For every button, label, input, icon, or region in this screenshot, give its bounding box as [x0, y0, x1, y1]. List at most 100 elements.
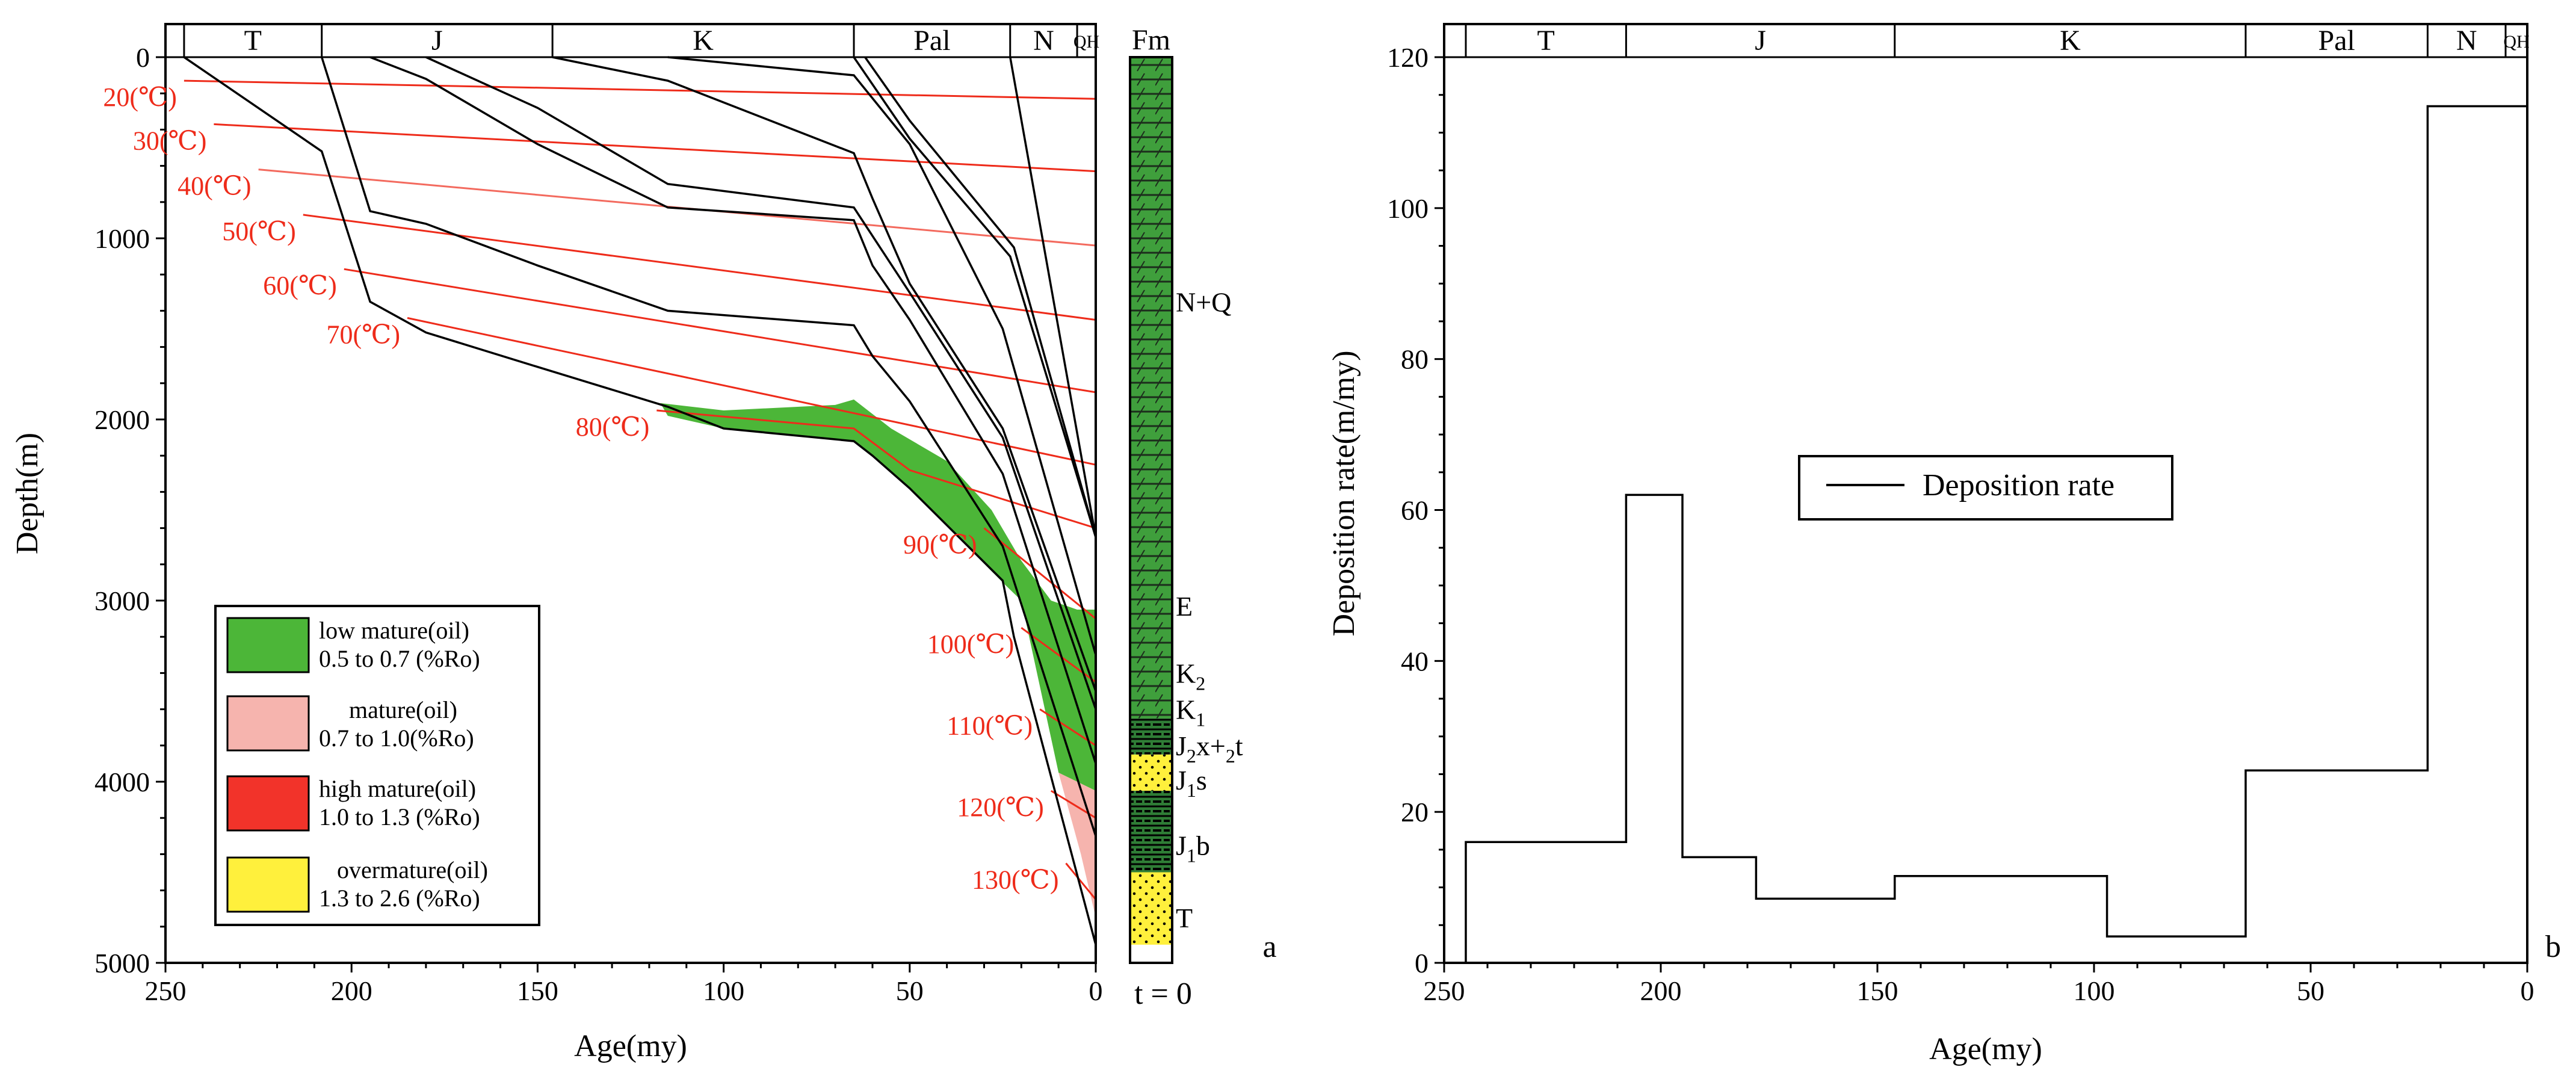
- deposition-legend: Deposition rate: [1798, 455, 2173, 521]
- period-label: QH: [1073, 32, 1099, 52]
- x-tick-label: 50: [896, 975, 924, 1006]
- lithology-segment: [1130, 57, 1172, 719]
- period-label: N: [1033, 25, 1054, 57]
- formation-label: E: [1176, 591, 1193, 622]
- burial-history-chart: T J K Pal N QH 250 200 150 100 50 0 0 1000 2000 3000 4…: [10, 23, 1277, 1063]
- legend-range: 0.7 to 1.0(%Ro): [319, 725, 474, 752]
- isotherm-label: 100(℃): [927, 629, 1015, 659]
- isotherm-label: 60(℃): [263, 271, 337, 300]
- panel-letter-b: b: [2545, 930, 2561, 964]
- x-tick-label: 200: [1640, 975, 1682, 1006]
- burial-curve: [864, 56, 1097, 538]
- isotherm-line: [184, 79, 1096, 100]
- x-tick-label: 0: [2521, 975, 2534, 1006]
- isotherm-label: 40(℃): [178, 172, 252, 201]
- isotherm-label: 50(℃): [222, 217, 296, 246]
- lithology-segment: [1130, 872, 1172, 945]
- legend-range: 1.3 to 2.6 (%Ro): [319, 885, 480, 912]
- period-label: N: [2456, 25, 2477, 57]
- legend-item-low-mature: low mature(oil) 0.5 to 0.7 (%Ro): [226, 617, 480, 673]
- x-tick-label: 250: [145, 975, 187, 1006]
- y-tick-label: 80: [1401, 344, 1429, 375]
- maturity-zone-mature: [1058, 773, 1096, 918]
- lithology-segment: [1130, 944, 1172, 963]
- x-tick-label: 250: [1424, 975, 1465, 1006]
- legend-item-overmature: overmature(oil) 1.3 to 2.6 (%Ro): [226, 856, 488, 913]
- x-tick-label: 0: [1089, 975, 1103, 1006]
- period-label: QH: [2503, 32, 2529, 52]
- isotherm-line: [344, 268, 1096, 394]
- legend-label: mature(oil): [349, 696, 457, 723]
- period-label: J: [1755, 25, 1766, 57]
- burial-curve: [321, 57, 1097, 836]
- burial-curve: [552, 56, 1097, 692]
- lithology-segment: [1130, 754, 1172, 791]
- isotherm-line: [656, 409, 1096, 530]
- y-tick-label: 3000: [94, 586, 150, 616]
- isotherm-label: 20(℃): [103, 82, 177, 112]
- isotherm-label: 70(℃): [326, 320, 400, 349]
- y-tick-label: 100: [1387, 193, 1429, 224]
- formation-column: [1130, 57, 1172, 963]
- formation-label: J1b: [1176, 830, 1210, 866]
- formation-label: N+Q: [1176, 286, 1231, 317]
- legend-label: overmature(oil): [337, 856, 488, 883]
- period-label: J: [431, 25, 443, 57]
- legend-swatch-low-mature: [226, 617, 310, 673]
- legend-range: 1.0 to 1.3 (%Ro): [319, 803, 480, 830]
- isotherm-line: [303, 214, 1096, 321]
- x-tick-label: 150: [517, 975, 558, 1006]
- formation-label: T: [1176, 903, 1193, 933]
- period-label: K: [693, 25, 714, 57]
- maturity-legend: low mature(oil) 0.5 to 0.7 (%Ro) mature(…: [214, 605, 540, 926]
- burial-curve: [425, 56, 1097, 710]
- legend-label: Deposition rate: [1923, 468, 2114, 502]
- isotherm-line: [407, 317, 1096, 466]
- lithology-segment: [1130, 791, 1172, 873]
- formation-label: K2: [1176, 658, 1205, 694]
- y-tick-label: 0: [136, 42, 150, 73]
- legend-box: [1798, 455, 2173, 521]
- legend-item-high-mature: high mature(oil) 1.0 to 1.3 (%Ro): [226, 775, 480, 832]
- legend-label: low mature(oil): [319, 617, 469, 644]
- plot-area-frame: [164, 23, 1097, 964]
- legend-swatch-high-mature: [226, 775, 310, 832]
- formation-column-frame: [1129, 56, 1173, 964]
- isotherm-line: [1039, 708, 1096, 747]
- time-zero-label: t = 0: [1134, 977, 1192, 1011]
- x-tick-label: 150: [1857, 975, 1898, 1006]
- y-tick-label: 40: [1401, 646, 1429, 676]
- lithology-segment: [1130, 718, 1172, 755]
- period-label: Pal: [913, 25, 950, 57]
- x-tick-label: 50: [2297, 975, 2324, 1006]
- isotherm-line: [1065, 862, 1097, 900]
- isotherm-label: 90(℃): [903, 530, 977, 560]
- y-axis-title: Depth(m): [10, 433, 45, 554]
- period-label: Pal: [2318, 25, 2355, 57]
- isotherm-label: 130(℃): [972, 865, 1059, 895]
- period-label: T: [1537, 25, 1555, 57]
- deposition-rate-series: [1465, 105, 2528, 963]
- burial-curve: [667, 56, 1097, 655]
- legend-range: 0.5 to 0.7 (%Ro): [319, 645, 480, 672]
- y-tick-label: 120: [1387, 42, 1429, 73]
- isotherm-label: 110(℃): [947, 711, 1033, 741]
- formation-label: K1: [1176, 694, 1205, 731]
- x-tick-label: 200: [331, 975, 372, 1006]
- y-tick-label: 20: [1401, 797, 1429, 827]
- formation-header: Fm: [1132, 24, 1170, 56]
- x-axis-title: Age(my): [1929, 1032, 2042, 1066]
- formation-label: J2x+2t: [1176, 731, 1243, 767]
- legend-swatch-mature: [226, 695, 310, 752]
- period-label: T: [244, 25, 262, 57]
- y-tick-label: 60: [1401, 495, 1429, 526]
- burial-curve: [183, 56, 1097, 945]
- isotherm-label: 120(℃): [957, 793, 1044, 822]
- burial-curve: [853, 57, 1097, 538]
- x-axis-title: Age(my): [574, 1029, 687, 1063]
- panel-letter-a: a: [1262, 930, 1276, 964]
- deposition-rate-chart: T J K Pal N QH 250 200 150 100 50 0 0 20 40 60 80 100 12…: [1327, 23, 2561, 1066]
- x-tick-label: 100: [703, 975, 744, 1006]
- y-tick-label: 2000: [94, 404, 150, 435]
- formation-label: J1s: [1176, 765, 1207, 801]
